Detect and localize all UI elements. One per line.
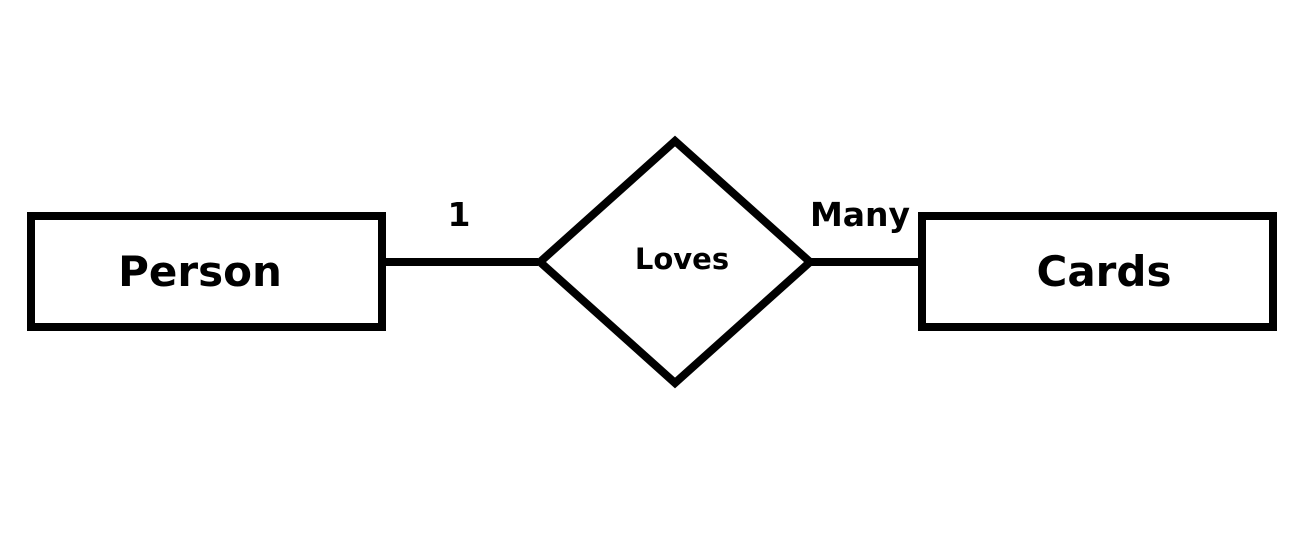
relationship-loves-label: Loves bbox=[635, 242, 729, 276]
entity-cards[interactable]: Cards bbox=[918, 212, 1277, 331]
relationship-diamond bbox=[534, 135, 816, 389]
cardinality-right-label: Many bbox=[810, 195, 910, 234]
entity-cards-label: Cards bbox=[1037, 247, 1172, 296]
entity-person[interactable]: Person bbox=[27, 212, 386, 331]
relationship-loves[interactable]: Loves bbox=[534, 135, 816, 389]
entity-cards-box bbox=[918, 212, 1277, 331]
entity-person-label: Person bbox=[118, 247, 282, 296]
cardinality-left-label: 1 bbox=[448, 195, 471, 234]
entity-person-box bbox=[27, 212, 386, 331]
